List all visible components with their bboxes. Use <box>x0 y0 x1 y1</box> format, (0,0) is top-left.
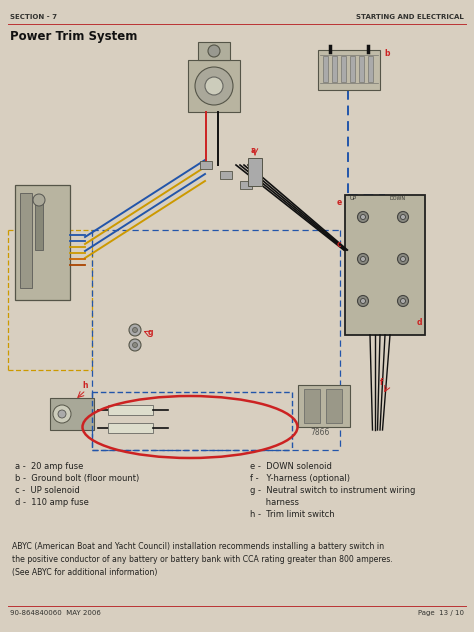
Bar <box>20 193 32 288</box>
Circle shape <box>398 296 409 307</box>
Circle shape <box>195 67 233 105</box>
Bar <box>200 161 212 169</box>
Bar <box>326 389 342 423</box>
Text: b: b <box>384 49 390 58</box>
Text: SECTION - 7: SECTION - 7 <box>10 14 57 20</box>
Text: f -   Y-harness (optional): f - Y-harness (optional) <box>250 474 350 483</box>
Circle shape <box>133 343 137 348</box>
Circle shape <box>398 212 409 222</box>
Bar <box>15 185 70 300</box>
Circle shape <box>361 257 365 262</box>
Circle shape <box>357 212 368 222</box>
Text: UP: UP <box>350 196 357 201</box>
Circle shape <box>401 298 405 303</box>
Circle shape <box>398 253 409 265</box>
Text: c -  UP solenoid: c - UP solenoid <box>15 486 80 495</box>
Text: h: h <box>82 381 88 390</box>
Bar <box>220 171 232 179</box>
Bar <box>298 385 350 427</box>
Circle shape <box>129 324 141 336</box>
Bar <box>198 42 230 60</box>
Text: b -  Ground bolt (floor mount): b - Ground bolt (floor mount) <box>15 474 139 483</box>
Bar <box>341 56 346 82</box>
Bar <box>368 56 373 82</box>
Text: f: f <box>380 378 383 387</box>
Circle shape <box>357 253 368 265</box>
Circle shape <box>361 214 365 219</box>
Circle shape <box>133 327 137 332</box>
Text: e -  DOWN solenoid: e - DOWN solenoid <box>250 462 332 471</box>
Text: d: d <box>417 318 422 327</box>
Text: 7866: 7866 <box>310 428 329 437</box>
Bar <box>248 158 262 186</box>
Bar <box>35 200 43 250</box>
Text: e: e <box>337 198 342 207</box>
Bar <box>240 181 252 189</box>
Text: STARTING AND ELECTRICAL: STARTING AND ELECTRICAL <box>356 14 464 20</box>
Bar <box>108 405 153 415</box>
Text: Power Trim System: Power Trim System <box>10 30 137 43</box>
Circle shape <box>58 410 66 418</box>
Bar <box>318 50 380 90</box>
Circle shape <box>401 257 405 262</box>
Bar <box>345 195 425 335</box>
Text: 90-864840060  MAY 2006: 90-864840060 MAY 2006 <box>10 610 101 616</box>
Bar <box>359 56 364 82</box>
Circle shape <box>129 339 141 351</box>
Bar <box>332 56 337 82</box>
Bar <box>304 389 320 423</box>
Text: a -  20 amp fuse: a - 20 amp fuse <box>15 462 83 471</box>
Circle shape <box>401 214 405 219</box>
Text: g: g <box>148 328 154 337</box>
Circle shape <box>205 77 223 95</box>
Circle shape <box>208 45 220 57</box>
Bar <box>350 56 355 82</box>
Bar <box>323 56 328 82</box>
Text: harness: harness <box>250 498 299 507</box>
Text: d -  110 amp fuse: d - 110 amp fuse <box>15 498 89 507</box>
Bar <box>108 423 153 433</box>
Circle shape <box>53 405 71 423</box>
Bar <box>50 398 94 430</box>
Bar <box>188 60 240 112</box>
Text: DOWN: DOWN <box>390 196 406 201</box>
Text: ABYC (American Boat and Yacht Council) installation recommends installing a batt: ABYC (American Boat and Yacht Council) i… <box>12 542 393 576</box>
Text: a: a <box>250 146 255 155</box>
Text: c: c <box>337 240 342 249</box>
Circle shape <box>357 296 368 307</box>
Circle shape <box>33 194 45 206</box>
Text: g -  Neutral switch to instrument wiring: g - Neutral switch to instrument wiring <box>250 486 415 495</box>
Text: Page  13 / 10: Page 13 / 10 <box>418 610 464 616</box>
Circle shape <box>361 298 365 303</box>
Text: h -  Trim limit switch: h - Trim limit switch <box>250 510 335 519</box>
